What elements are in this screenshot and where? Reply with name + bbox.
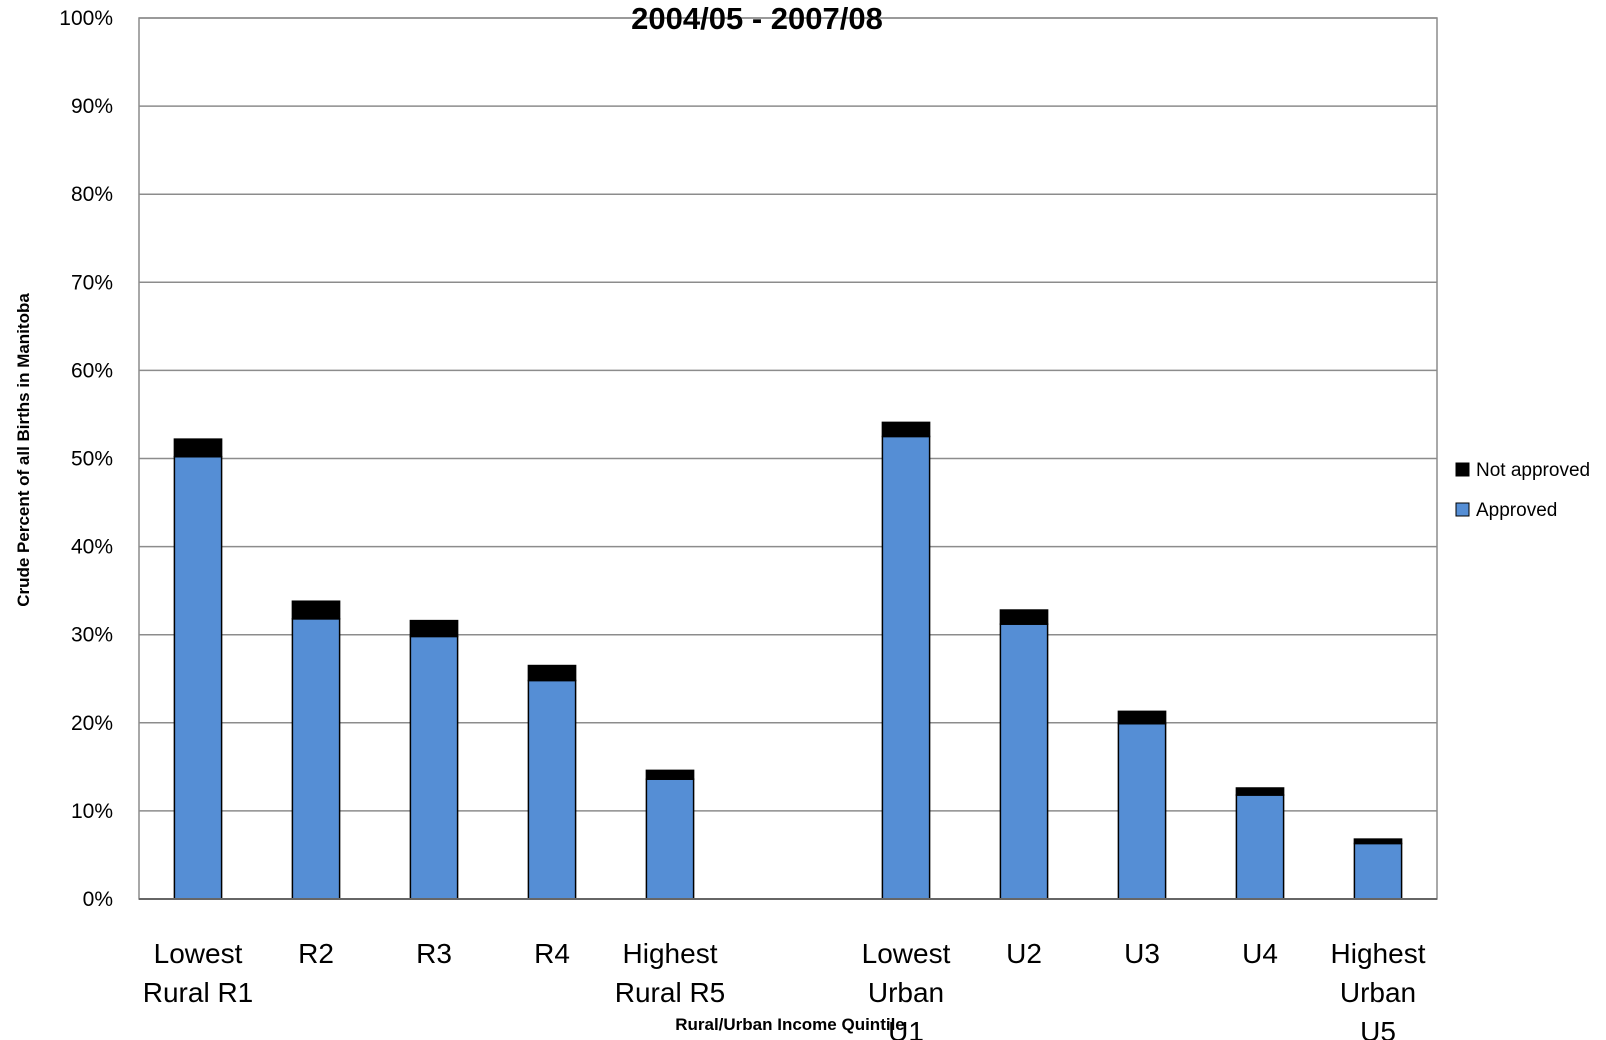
legend-swatch	[1455, 502, 1470, 517]
bar-approved	[1117, 722, 1167, 900]
y-tick-label: 20%	[71, 712, 113, 735]
y-tick-label: 50%	[71, 448, 113, 471]
x-tick-label: R4	[534, 938, 570, 969]
x-tick-label-line: Rural R1	[143, 977, 253, 1008]
x-tick-label: R2	[298, 938, 334, 969]
bar-not-approved	[1353, 838, 1403, 845]
bar-not-approved	[1117, 710, 1167, 725]
x-tick-label-line: Lowest	[154, 938, 243, 969]
legend-label: Not approved	[1476, 460, 1590, 481]
y-tick-label: 40%	[71, 536, 113, 559]
bar-not-approved	[999, 609, 1049, 625]
axes	[138, 17, 1438, 900]
bar-approved	[999, 623, 1049, 900]
x-tick-label-line: R2	[298, 938, 334, 969]
y-axis-title: Crude Percent of all Births in Manitoba	[14, 293, 33, 607]
bars	[173, 421, 1403, 900]
x-tick-label: R3	[416, 938, 452, 969]
y-tick-label: 0%	[83, 888, 113, 911]
x-tick-label-line: Highest	[1331, 938, 1426, 969]
x-tick-label-line: U5	[1360, 1016, 1396, 1040]
bar-approved	[291, 618, 341, 900]
x-tick-label: U3	[1124, 938, 1160, 969]
bar-not-approved	[173, 438, 223, 458]
x-tick-label-line: U3	[1124, 938, 1160, 969]
x-tick-label-line: Highest	[623, 938, 718, 969]
bar-not-approved	[1235, 787, 1285, 796]
x-tick-label-line: Rural R5	[615, 977, 725, 1008]
x-tick-label: Lowest Rural R1	[143, 938, 253, 1008]
bar-approved	[527, 679, 577, 900]
y-tick-label: 90%	[71, 95, 113, 118]
bar-approved	[409, 635, 459, 900]
bar-approved	[1353, 842, 1403, 900]
bar-not-approved	[291, 600, 341, 620]
y-tick-label: 60%	[71, 359, 113, 382]
bar-approved	[173, 455, 223, 900]
bar-approved	[1235, 794, 1285, 900]
bar-not-approved	[409, 619, 459, 638]
y-tick-label: 80%	[71, 183, 113, 206]
y-tick-label: 100%	[59, 7, 113, 30]
bar-not-approved	[645, 769, 695, 780]
x-tick-label: Lowest Urban U1	[862, 938, 951, 1040]
x-tick-label: U2	[1006, 938, 1042, 969]
bar-approved	[645, 778, 695, 900]
legend: Not approved Approved	[1455, 460, 1590, 521]
bar-approved	[881, 435, 931, 900]
chart-title: 2004/05 - 2007/08	[631, 1, 883, 36]
x-tick-label-line: R4	[534, 938, 570, 969]
y-tick-label: 70%	[71, 271, 113, 294]
x-tick-label: U4	[1242, 938, 1278, 969]
y-tick-label: 10%	[71, 800, 113, 823]
bar-not-approved	[881, 421, 931, 438]
x-axis-title: Rural/Urban Income Quintile	[675, 1015, 905, 1034]
x-tick-label: Highest Urban U5	[1331, 938, 1426, 1040]
x-tick-label-line: U2	[1006, 938, 1042, 969]
x-tick-label-line: U4	[1242, 938, 1278, 969]
x-tick-label-line: R3	[416, 938, 452, 969]
x-tick-label-line: U1	[888, 1016, 924, 1040]
x-tick-label-line: Urban	[868, 977, 944, 1008]
x-tick-label: Highest Rural R5	[615, 938, 725, 1008]
y-tick-label: 30%	[71, 624, 113, 647]
x-tick-label-line: Lowest	[862, 938, 951, 969]
bar-not-approved	[527, 664, 577, 682]
legend-label: Approved	[1476, 500, 1557, 521]
x-tick-label-line: Urban	[1340, 977, 1416, 1008]
tick-labels: 0% 10% 20% 30% 40% 50% 60% 70% 80% 90% 100% Lowest R…	[59, 7, 1425, 1040]
legend-swatch	[1455, 462, 1470, 477]
